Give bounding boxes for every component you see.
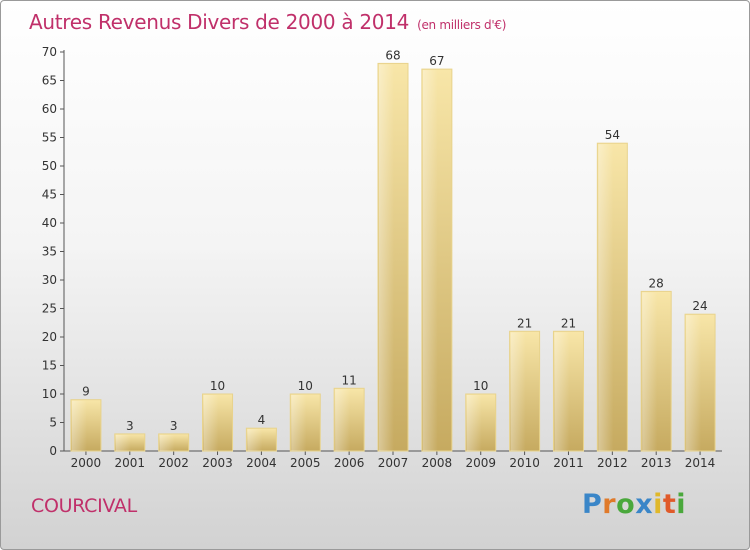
bar-highlight — [598, 144, 614, 451]
y-tick-label: 35 — [42, 245, 57, 259]
y-tick-label: 60 — [42, 102, 57, 116]
x-tick-label: 2014 — [685, 456, 716, 470]
x-tick-label: 2005 — [290, 456, 321, 470]
bar-highlight — [335, 389, 351, 451]
x-axis: 2000 2001 2002 2003 2004 2005 2006 2007 2008 2009… — [64, 450, 722, 470]
bar-value-label: 24 — [692, 299, 707, 313]
bar-highlight — [379, 64, 394, 452]
x-tick-label: 2007 — [378, 456, 409, 470]
bar-value-label: 10 — [210, 379, 225, 393]
y-axis: 0 5 10 15 20 25 30 35 40 45 50 55 60 65 70 — [42, 45, 65, 458]
x-tick-label: 2004 — [246, 456, 277, 470]
logo-letter: x — [635, 489, 654, 520]
x-tick-label: 2009 — [465, 456, 496, 470]
y-tick-label: 55 — [42, 131, 57, 145]
proxiti-logo: Proxiti — [582, 489, 686, 520]
y-tick-label: 0 — [49, 444, 57, 458]
chart-title-text: Autres Revenus Divers de 2000 à 2014 — [29, 10, 410, 34]
logo-letter: r — [602, 489, 617, 520]
logo-letter: i — [676, 489, 687, 520]
bar-value-label: 21 — [561, 316, 576, 330]
x-tick-label: 2012 — [597, 456, 628, 470]
bar-highlight — [642, 292, 658, 451]
bar-value-label: 28 — [649, 276, 664, 290]
logo-letter: t — [662, 489, 677, 520]
bar-highlight — [291, 395, 307, 451]
x-tick-label: 2006 — [334, 456, 365, 470]
bar-highlight — [422, 70, 438, 451]
logo-letter: P — [582, 489, 603, 520]
bar-value-label: 11 — [341, 373, 356, 387]
x-tick-label: 2000 — [71, 456, 102, 470]
bar-value-label: 4 — [258, 413, 266, 427]
bar-value-label: 54 — [605, 128, 620, 142]
bar-value-label: 21 — [517, 316, 532, 330]
bar-value-label: 68 — [385, 48, 400, 62]
bar-highlight — [510, 332, 526, 451]
x-tick-label: 2001 — [115, 456, 146, 470]
bar-highlight — [159, 434, 175, 451]
y-tick-label: 50 — [42, 159, 57, 173]
chart-unit: (en milliers d'€) — [417, 18, 507, 32]
y-tick-label: 65 — [42, 74, 57, 88]
bar-highlight — [686, 315, 702, 451]
logo-letter: o — [616, 489, 636, 520]
bar-value-label: 10 — [473, 379, 488, 393]
y-tick-label: 40 — [42, 216, 57, 230]
bar-highlight — [466, 395, 482, 451]
x-tick-label: 2010 — [509, 456, 540, 470]
bar-value-label: 67 — [429, 54, 444, 68]
x-tick-label: 2011 — [553, 456, 584, 470]
bar-value-label: 9 — [82, 385, 90, 399]
bars: 9 3 3 10 4 10 11 68 67 10 21 21 54 28 24 — [70, 48, 716, 452]
chart-title: Autres Revenus Divers de 2000 à 2014 (en … — [29, 10, 506, 34]
bar-value-label: 10 — [298, 379, 313, 393]
y-tick-label: 25 — [42, 302, 57, 316]
y-tick-label: 70 — [42, 45, 57, 59]
bar-highlight — [203, 395, 219, 451]
bar-highlight — [71, 400, 87, 451]
x-tick-label: 2003 — [202, 456, 233, 470]
x-tick-label: 2002 — [158, 456, 189, 470]
logo-letter: i — [653, 489, 663, 520]
bar-highlight — [247, 429, 263, 451]
bar-value-label: 3 — [170, 419, 178, 433]
bar-highlight — [115, 434, 131, 451]
y-tick-label: 5 — [49, 416, 57, 430]
bar-value-label: 3 — [126, 419, 134, 433]
y-tick-label: 30 — [42, 273, 57, 287]
bar-highlight — [554, 332, 570, 451]
x-tick-label: 2008 — [422, 456, 453, 470]
y-tick-label: 15 — [42, 359, 57, 373]
y-tick-label: 10 — [42, 387, 57, 401]
y-tick-label: 20 — [42, 330, 57, 344]
y-tick-label: 45 — [42, 188, 57, 202]
x-tick-label: 2013 — [641, 456, 672, 470]
town-name: COURCIVAL — [31, 495, 137, 517]
